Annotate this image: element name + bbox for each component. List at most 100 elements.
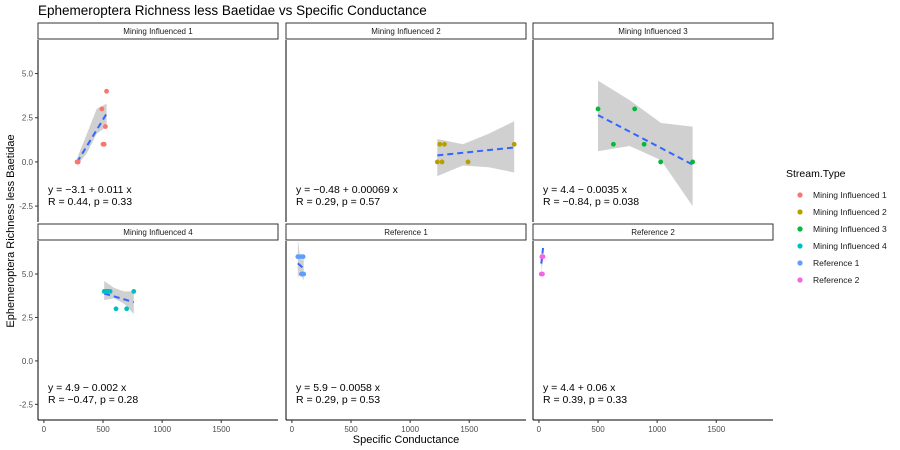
data-point [104, 88, 109, 94]
data-point [434, 159, 440, 165]
data-point [690, 159, 696, 165]
y-tick-label: -2.5 [19, 202, 33, 211]
regression-line [540, 247, 545, 264]
x-tick-label: 1500 [212, 425, 230, 434]
confidence-band [297, 239, 304, 281]
regression-line [437, 146, 515, 157]
legend-entry: Mining Influenced 4 [813, 241, 887, 251]
x-tick-label: 1000 [648, 425, 666, 434]
x-tick-label: 1000 [153, 425, 171, 434]
x-tick-label: 0 [290, 425, 295, 434]
legend-key [797, 243, 803, 249]
facet-strip-label: Reference 1 [384, 228, 428, 237]
data-point [442, 141, 447, 147]
data-point [301, 271, 307, 277]
legend-entry: Mining Influenced 1 [813, 190, 887, 200]
facet-panel: Reference 2 y = 4.4 + 0.06 xR = 0.39, p =… [532, 223, 774, 421]
data-point [632, 106, 638, 112]
legend: Stream.Type Mining Influenced 1 Mining In… [786, 168, 887, 285]
regression-line [597, 114, 694, 166]
data-point [101, 141, 107, 147]
data-point [540, 271, 545, 277]
facet-panel: Reference 1 y = 5.9 − 0.0058 xR = 0.29, p… [285, 223, 527, 421]
facet-strip [532, 223, 774, 241]
regression-line [103, 292, 135, 304]
data-point [113, 306, 119, 312]
data-point [595, 106, 601, 112]
x-tick-label: 1500 [460, 425, 478, 434]
facet-panel: Mining Influenced 2 y = −0.48 + 0.00069 x… [285, 22, 527, 222]
data-point [99, 106, 105, 112]
legend-entry: Mining Influenced 3 [813, 224, 887, 234]
facet-strip [285, 22, 527, 40]
facet-strip [37, 223, 279, 241]
data-point [465, 159, 471, 165]
x-tick-label: 500 [344, 425, 358, 434]
x-axis-ticks: 0 500 1000 1500 0 500 1000 1500 0 500 1000 1500 [42, 420, 726, 434]
legend-key [797, 260, 803, 266]
regression-equation: y = 4.4 − 0.0035 x [543, 184, 628, 196]
data-point [131, 288, 137, 294]
legend-key [797, 226, 803, 232]
legend-key [797, 277, 803, 283]
legend-entry: Mining Influenced 2 [813, 207, 887, 217]
x-tick-label: 1000 [401, 425, 419, 434]
x-tick-label: 500 [591, 425, 605, 434]
legend-entry: Reference 1 [813, 258, 860, 268]
regression-equation: y = −0.48 + 0.00069 x [296, 184, 399, 196]
data-point [610, 141, 616, 147]
data-point [107, 288, 113, 294]
facet-strip [37, 22, 279, 40]
facet-strip-label: Mining Influenced 4 [123, 228, 193, 237]
chart-title: Ephemeroptera Richness less Baetidae vs … [38, 3, 427, 18]
y-axis-ticks: -2.5 0.0 2.5 5.0 -2.5 0.0 2.5 5.0 [19, 70, 38, 409]
data-point [300, 254, 306, 260]
facet-panels: Mining Influenced 1y = −3.1 + 0.011 xR =… [37, 22, 774, 421]
facet-strip-label: Mining Influenced 2 [371, 27, 441, 36]
regression-equation: y = 5.9 − 0.0058 x [296, 382, 381, 394]
data-point [437, 141, 443, 147]
y-axis-title: Ephemeroptera Richness less Baetidae [5, 134, 17, 327]
facet-panel: Mining Influenced 4 y = 4.9 − 0.002 xR = … [37, 223, 279, 421]
y-tick-label: 2.5 [22, 114, 34, 123]
data-point [641, 141, 647, 147]
confidence-band [437, 121, 515, 177]
y-tick-label: 0.0 [22, 158, 34, 167]
correlation-stats: R = 0.29, p = 0.53 [296, 394, 380, 406]
data-point [540, 254, 546, 260]
x-tick-label: 0 [537, 425, 542, 434]
data-point [124, 306, 130, 312]
correlation-stats: R = 0.39, p = 0.33 [543, 394, 627, 406]
facet-strip-label: Mining Influenced 1 [123, 27, 193, 36]
correlation-stats: R = 0.44, p = 0.33 [48, 196, 132, 208]
legend-entry: Reference 2 [813, 275, 860, 285]
regression-equation: y = −3.1 + 0.011 x [48, 184, 132, 196]
facet-strip-label: Mining Influenced 3 [618, 27, 688, 36]
x-tick-label: 500 [96, 425, 110, 434]
y-tick-label: 2.5 [22, 313, 34, 322]
x-tick-label: 1500 [707, 425, 725, 434]
data-point [511, 141, 517, 147]
facet-strip [532, 22, 774, 40]
y-tick-label: 0.0 [22, 357, 34, 366]
regression-equation: y = 4.9 − 0.002 x [48, 382, 127, 394]
facet-panel: Mining Influenced 1 y = −3.1 + 0.011 xR =… [37, 22, 279, 222]
y-tick-label: -2.5 [19, 400, 33, 409]
regression-equation: y = 4.4 + 0.06 x [543, 382, 616, 394]
y-tick-label: 5.0 [22, 70, 34, 79]
data-point [658, 159, 664, 165]
data-point [439, 159, 445, 165]
legend-title: Stream.Type [786, 168, 846, 180]
y-tick-label: 5.0 [22, 270, 34, 279]
facet-strip [285, 223, 527, 241]
correlation-stats: R = −0.84, p = 0.038 [543, 196, 639, 208]
x-axis-title: Specific Conductance [353, 434, 459, 446]
correlation-stats: R = −0.47, p = 0.28 [48, 394, 138, 406]
facet-panel: Mining Influenced 3 y = 4.4 − 0.0035 xR =… [532, 22, 774, 222]
data-point [75, 159, 81, 165]
data-point [102, 124, 108, 129]
correlation-stats: R = 0.29, p = 0.57 [296, 196, 380, 208]
regression-line [297, 262, 305, 270]
facet-strip-label: Reference 2 [631, 228, 675, 237]
